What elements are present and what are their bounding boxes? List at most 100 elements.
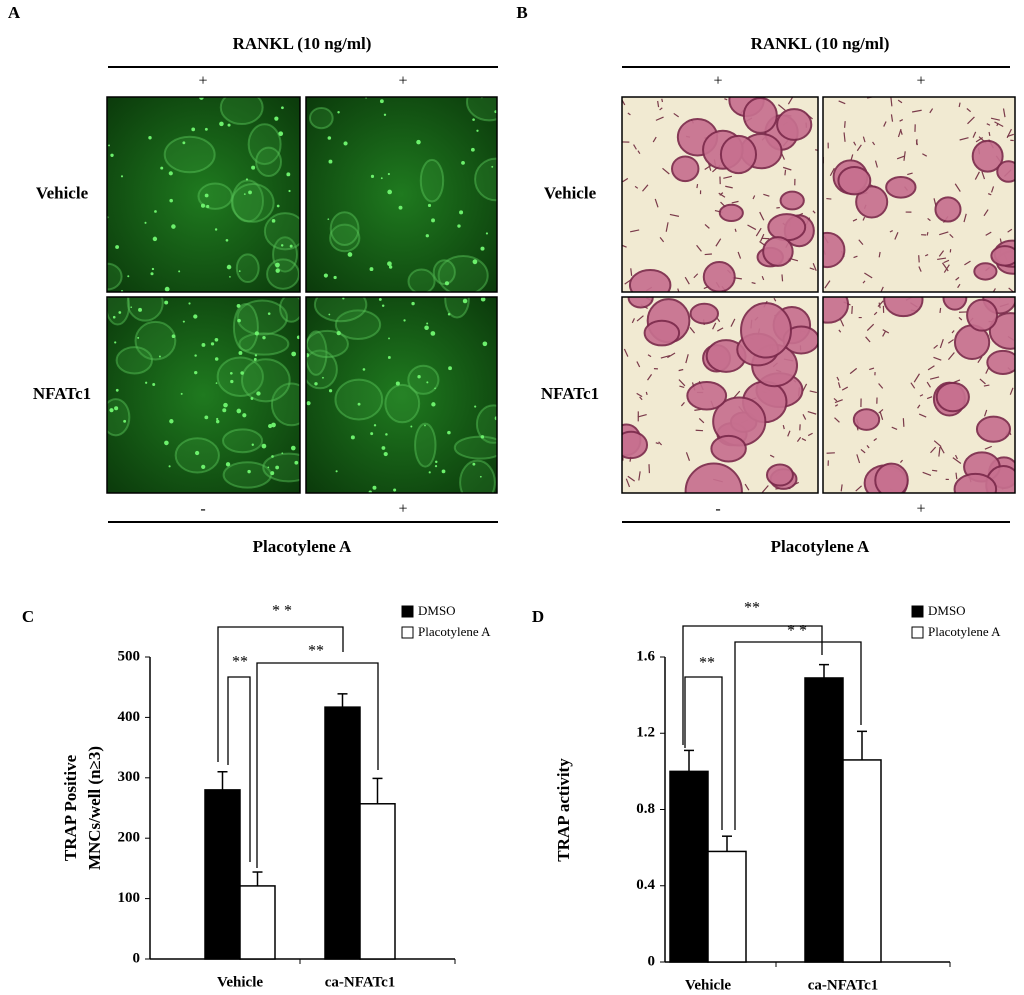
speck xyxy=(215,419,220,424)
legend-swatch xyxy=(911,626,924,639)
streak xyxy=(633,144,637,150)
bar xyxy=(359,803,396,960)
speck xyxy=(381,446,386,450)
x-tick-label: ca-NFATc1 xyxy=(325,974,396,990)
cell-ring xyxy=(432,259,456,286)
speck xyxy=(333,275,337,280)
speck xyxy=(431,402,436,407)
streak xyxy=(715,238,722,247)
image-bg xyxy=(107,297,300,493)
streak xyxy=(922,471,932,476)
cell-ring xyxy=(107,297,131,326)
speck xyxy=(169,198,173,203)
streak xyxy=(685,452,691,461)
streak xyxy=(918,255,920,263)
speck xyxy=(225,238,229,242)
speck xyxy=(188,302,191,305)
streak xyxy=(939,231,949,236)
streak xyxy=(952,457,962,464)
streak xyxy=(866,445,870,449)
streak xyxy=(837,382,841,389)
speck xyxy=(372,485,377,490)
speck xyxy=(130,306,133,309)
streak xyxy=(731,200,739,204)
streak xyxy=(787,430,791,437)
legend-swatch xyxy=(401,626,414,639)
speck xyxy=(201,464,206,469)
streak xyxy=(984,445,992,450)
y-tick-label: 0.8 xyxy=(636,801,655,817)
streak xyxy=(852,218,858,222)
speck xyxy=(328,389,333,393)
y-tick-label: 0 xyxy=(133,950,141,966)
speck xyxy=(425,234,429,238)
streak xyxy=(829,167,835,177)
speck xyxy=(168,465,171,468)
speck xyxy=(381,304,385,308)
speck xyxy=(114,341,117,344)
speck xyxy=(472,462,476,466)
cell-ring xyxy=(437,254,489,292)
streak xyxy=(907,172,913,176)
osteoclast xyxy=(718,203,744,223)
osteoclast xyxy=(719,134,758,175)
streak xyxy=(636,315,644,322)
streak xyxy=(955,276,960,281)
cell-ring xyxy=(414,422,437,468)
osteoclast xyxy=(973,262,998,281)
speck xyxy=(362,368,366,371)
cell-ring xyxy=(279,297,300,323)
streak xyxy=(929,108,934,114)
speck xyxy=(347,252,353,257)
speck xyxy=(178,270,181,273)
streak xyxy=(878,251,881,258)
speck xyxy=(281,452,284,454)
cell-ring xyxy=(216,356,264,397)
speck xyxy=(378,297,382,301)
cell-ring xyxy=(255,146,283,177)
cell-ring xyxy=(474,157,497,202)
cell-ring xyxy=(231,179,265,223)
cell-ring xyxy=(329,223,361,253)
speck xyxy=(424,325,429,331)
osteoclast xyxy=(823,297,850,324)
cell-ring xyxy=(459,459,496,493)
streak xyxy=(850,154,854,160)
speck xyxy=(398,205,403,210)
streak xyxy=(623,348,629,357)
streak xyxy=(977,356,983,363)
speck xyxy=(342,297,345,300)
streak xyxy=(947,339,954,344)
speck xyxy=(427,203,432,208)
streak xyxy=(880,286,884,292)
streak xyxy=(645,391,648,396)
cell-ring xyxy=(236,299,289,336)
speck xyxy=(417,375,421,379)
streak xyxy=(985,231,992,236)
speck xyxy=(214,228,218,231)
significance-label: * * xyxy=(272,603,292,620)
speck xyxy=(388,265,393,269)
streak xyxy=(926,381,931,388)
cell-ring xyxy=(419,158,445,203)
streak xyxy=(665,222,669,232)
speck xyxy=(112,315,116,319)
streak xyxy=(878,302,881,309)
y-tick-label: 300 xyxy=(118,769,141,785)
streak xyxy=(647,374,653,381)
streak xyxy=(958,102,961,108)
cell-ring xyxy=(453,435,497,460)
speck xyxy=(267,466,270,469)
cell-ring xyxy=(230,182,275,223)
speck xyxy=(457,224,461,228)
speck xyxy=(158,355,161,358)
speck xyxy=(120,175,124,178)
streak xyxy=(717,327,724,332)
streak xyxy=(659,237,665,243)
panel-header: RANKL (10 ng/ml) xyxy=(751,34,890,53)
speck xyxy=(281,106,284,110)
speck xyxy=(410,425,413,428)
speck xyxy=(204,415,209,420)
streak xyxy=(862,136,866,143)
